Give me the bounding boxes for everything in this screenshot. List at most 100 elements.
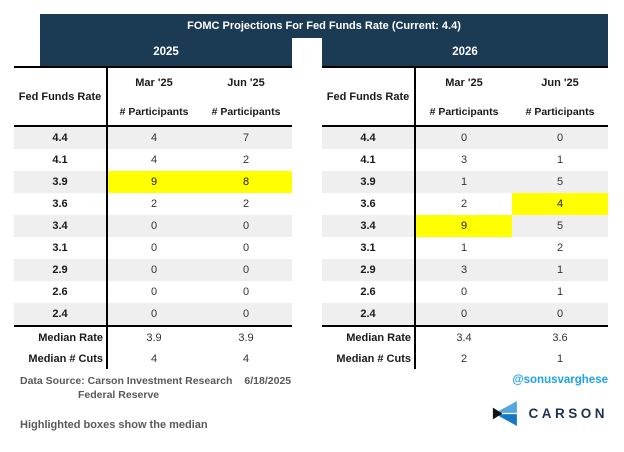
data-source-date: 6/18/2025	[244, 375, 292, 387]
rate-cell: 2.9	[14, 259, 108, 281]
participants-cell-median-highlight: 8	[200, 171, 292, 193]
median-rate-value: 3.9	[146, 331, 162, 344]
table-row: 2.6 0 0	[14, 281, 292, 303]
participants-cell: 1	[460, 242, 468, 254]
participants-cell: 0	[242, 308, 250, 320]
chart-title: FOMC Projections For Fed Funds Rate (Cur…	[40, 14, 608, 38]
data-source-label: Data Source: Carson Investment Research	[20, 375, 233, 387]
table-row: 3.1 0 0	[14, 237, 292, 259]
median-cuts-value: 1	[556, 352, 564, 365]
rate-cell: 3.9	[322, 171, 416, 193]
participants-cell: 0	[150, 286, 158, 298]
period-label: Mar '25	[135, 77, 173, 89]
rate-column-header: Fed Funds Rate	[322, 68, 416, 125]
median-rate-row: Median Rate 3.4 3.6	[322, 327, 608, 348]
participants-cell: 7	[242, 132, 250, 144]
period-column-header: Jun '25 # Participants	[512, 68, 608, 125]
participants-cell: 4	[150, 154, 158, 166]
median-rate-value: 3.9	[238, 331, 254, 344]
participants-cell-median-highlight: 9	[416, 215, 512, 237]
table-row: 2.4 0 0	[14, 303, 292, 325]
rate-cell: 3.1	[322, 237, 416, 259]
rate-column-header: Fed Funds Rate	[14, 68, 108, 125]
participants-cell: 0	[556, 308, 564, 320]
year-header-2025: 2025	[40, 38, 292, 66]
table-header: Fed Funds Rate Mar '25 # Participants Jun '…	[14, 66, 292, 127]
participants-cell-median-highlight: 9	[108, 171, 200, 193]
participants-cell: 0	[150, 242, 158, 254]
participants-cell: 0	[150, 264, 158, 276]
rate-cell: 4.4	[14, 127, 108, 149]
table-row: 3.4 9 5	[322, 215, 608, 237]
participants-cell: 0	[150, 220, 158, 232]
rate-cell: 3.9	[14, 171, 108, 193]
rate-cell: 2.9	[322, 259, 416, 281]
rate-cell: 3.1	[14, 237, 108, 259]
table-row: 4.1 4 2	[14, 149, 292, 171]
rate-cell: 3.4	[322, 215, 416, 237]
data-source-line2: Federal Reserve	[78, 389, 160, 401]
participants-cell: 3	[460, 154, 468, 166]
participants-cell: 0	[460, 286, 468, 298]
participants-label: # Participants	[211, 106, 281, 118]
participants-cell: 0	[460, 308, 468, 320]
participants-label: # Participants	[119, 106, 189, 118]
median-cuts-label: Median # Cuts	[14, 348, 108, 369]
table-row: 3.9 9 8	[14, 171, 292, 193]
period-column-header: Mar '25 # Participants	[108, 68, 200, 125]
median-cuts-value: 4	[242, 352, 250, 365]
period-label: Jun '25	[541, 77, 579, 89]
projections-table-2026: Fed Funds Rate Mar '25 # Participants Jun '…	[322, 66, 608, 369]
period-column-header: Jun '25 # Participants	[200, 68, 292, 125]
twitter-handle: @sonusvarghese	[512, 374, 608, 386]
carson-chevron-icon	[493, 401, 518, 426]
period-column-header: Mar '25 # Participants	[416, 68, 512, 125]
median-section: Median Rate 3.4 3.6 Median # Cuts 2 1	[322, 325, 608, 369]
rate-cell: 4.1	[14, 149, 108, 171]
participants-cell: 2	[556, 242, 564, 254]
rate-cell: 3.6	[14, 193, 108, 215]
table-row: 2.4 0 0	[322, 303, 608, 325]
participants-cell: 5	[556, 220, 564, 232]
data-source-line: Data Source: Carson Investment Research …	[20, 374, 291, 388]
participants-cell: 1	[556, 264, 564, 276]
table-row: 3.6 2 4	[322, 193, 608, 215]
participants-cell: 2	[242, 154, 250, 166]
participants-cell: 0	[556, 132, 564, 144]
participants-label: # Participants	[429, 106, 499, 118]
projections-table-2025: Fed Funds Rate Mar '25 # Participants Jun '…	[14, 66, 292, 369]
rate-cell: 3.4	[14, 215, 108, 237]
participants-cell: 0	[242, 286, 250, 298]
participants-cell: 0	[150, 308, 158, 320]
data-source-block: Data Source: Carson Investment Research …	[20, 374, 291, 402]
participants-cell: 3	[460, 264, 468, 276]
carson-logo: CARSON	[492, 400, 608, 427]
median-rate-value: 3.6	[552, 331, 568, 344]
median-cuts-value: 4	[150, 352, 158, 365]
rate-cell: 2.6	[322, 281, 416, 303]
participants-cell: 4	[150, 132, 158, 144]
rate-cell: 2.6	[14, 281, 108, 303]
participants-cell: 1	[556, 286, 564, 298]
median-cuts-row: Median # Cuts 2 1	[322, 348, 608, 369]
participants-cell: 1	[556, 154, 564, 166]
table-row: 4.1 3 1	[322, 149, 608, 171]
median-highlight-note: Highlighted boxes show the median	[20, 419, 208, 431]
table-row: 2.9 3 1	[322, 259, 608, 281]
period-label: Jun '25	[227, 77, 265, 89]
table-row: 3.4 0 0	[14, 215, 292, 237]
table-header: Fed Funds Rate Mar '25 # Participants Jun '…	[322, 66, 608, 127]
table-row: 2.6 0 1	[322, 281, 608, 303]
participants-cell: 2	[460, 198, 468, 210]
participants-cell: 0	[460, 132, 468, 144]
participants-cell: 1	[460, 176, 468, 188]
period-label: Mar '25	[445, 77, 483, 89]
median-cuts-value: 2	[460, 352, 468, 365]
table-row: 3.9 1 5	[322, 171, 608, 193]
median-rate-value: 3.4	[456, 331, 472, 344]
median-rate-row: Median Rate 3.9 3.9	[14, 327, 292, 348]
participants-cell-median-highlight: 4	[512, 193, 608, 215]
median-cuts-label: Median # Cuts	[322, 348, 416, 369]
rate-cell: 4.1	[322, 149, 416, 171]
